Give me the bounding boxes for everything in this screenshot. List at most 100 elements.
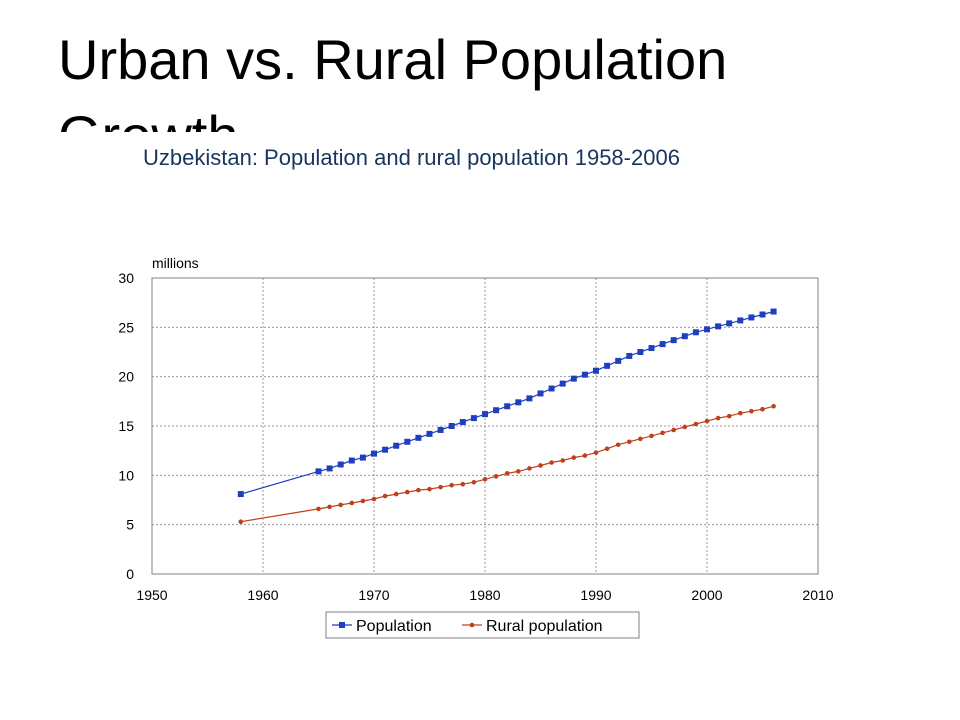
data-point-rural-population (693, 421, 699, 427)
data-point-rural-population (726, 413, 732, 419)
data-point-rural-population (349, 500, 355, 506)
data-point-population (604, 362, 611, 369)
data-point-rural-population (504, 471, 510, 476)
data-point-rural-population (649, 433, 654, 439)
data-point-rural-population (405, 489, 410, 495)
data-point-population (648, 345, 655, 352)
data-point-rural-population (593, 450, 599, 455)
data-point-rural-population (682, 424, 688, 430)
data-point-population (371, 450, 377, 457)
data-point-population (382, 446, 389, 453)
data-point-rural-population (582, 453, 588, 458)
x-tick-label: 1950 (136, 587, 167, 603)
y-tick-label: 10 (118, 467, 134, 483)
data-point-rural-population (482, 476, 488, 482)
data-point-population (393, 442, 400, 449)
data-point-rural-population (771, 403, 776, 409)
data-point-population (670, 337, 677, 344)
data-point-rural-population (471, 479, 477, 485)
data-point-rural-population (238, 519, 244, 525)
y-axis-unit-label: millions (152, 255, 199, 271)
data-point-rural-population (327, 504, 332, 510)
data-point-rural-population (738, 410, 743, 416)
data-point-rural-population (449, 482, 455, 488)
data-point-population (404, 438, 411, 445)
data-point-population (626, 352, 633, 359)
data-point-rural-population (460, 481, 466, 487)
y-tick-label: 5 (126, 517, 134, 533)
data-point-rural-population (493, 474, 499, 479)
data-point-population (237, 491, 244, 498)
data-point-population (415, 434, 422, 441)
data-point-population (615, 357, 622, 364)
data-point-population (515, 399, 522, 406)
data-point-rural-population (715, 415, 721, 421)
data-point-population (637, 349, 644, 355)
data-point-population (593, 367, 599, 374)
data-point-population (470, 415, 477, 422)
data-point-rural-population (571, 455, 577, 460)
chart-title: Uzbekistan: Population and rural populat… (143, 145, 680, 170)
data-point-rural-population (527, 466, 532, 471)
data-point-population (581, 371, 588, 378)
data-point-population (359, 454, 366, 461)
data-point-population (748, 314, 755, 321)
data-point-rural-population (627, 439, 632, 445)
data-point-rural-population (427, 486, 432, 492)
data-point-rural-population (338, 502, 344, 508)
slide-title: Urban vs. Rural Population Growth (58, 28, 728, 132)
data-point-population (448, 423, 455, 429)
data-point-rural-population (538, 463, 543, 468)
data-point-rural-population (604, 446, 610, 451)
data-point-rural-population (560, 458, 565, 463)
data-point-rural-population (382, 493, 388, 499)
y-tick-label: 15 (118, 418, 134, 434)
y-tick-label: 0 (126, 566, 134, 582)
y-tick-label: 20 (118, 369, 134, 385)
data-point-population (570, 375, 577, 382)
series-line-population (240, 310, 774, 495)
series-layer (237, 308, 777, 525)
data-point-rural-population (760, 406, 765, 412)
data-point-rural-population (549, 460, 554, 465)
data-point-population (537, 390, 544, 397)
legend-marker (469, 622, 475, 628)
x-tick-label: 1980 (469, 587, 500, 603)
data-point-rural-population (615, 442, 621, 448)
x-tick-label: 1990 (580, 587, 611, 603)
data-point-population (737, 317, 744, 324)
data-point-rural-population (704, 418, 710, 424)
legend-label: Population (356, 618, 432, 635)
data-point-population (659, 341, 666, 348)
legend-marker (339, 622, 345, 628)
data-point-population (459, 419, 466, 426)
data-point-population (770, 308, 777, 315)
data-point-rural-population (360, 498, 366, 504)
data-point-rural-population (660, 430, 665, 436)
y-tick-label: 25 (118, 319, 134, 335)
data-point-population (704, 326, 710, 333)
data-point-population (348, 457, 355, 464)
data-point-population (504, 403, 511, 410)
x-tick-label: 1960 (247, 587, 278, 603)
data-point-population (548, 385, 555, 392)
data-point-rural-population (416, 487, 421, 493)
data-point-population (715, 323, 722, 330)
data-point-population (337, 461, 344, 468)
data-point-population (437, 426, 444, 433)
data-point-population (681, 333, 688, 340)
axis-ticks: 1950 1960 1970 1980 1990 2000 2010 0 5 10 15 20 25 30 (118, 270, 833, 603)
legend-label: Rural population (486, 618, 603, 635)
legend: Population Rural population (325, 611, 640, 639)
data-point-rural-population (516, 469, 521, 474)
y-tick-label: 30 (118, 270, 134, 286)
data-point-population (482, 411, 488, 418)
data-point-population (426, 430, 433, 437)
x-tick-label: 2010 (802, 587, 833, 603)
data-point-rural-population (393, 491, 399, 497)
data-point-population (526, 395, 533, 402)
plot-frame (151, 277, 819, 575)
data-point-rural-population (438, 484, 443, 490)
data-point-population (726, 320, 733, 327)
